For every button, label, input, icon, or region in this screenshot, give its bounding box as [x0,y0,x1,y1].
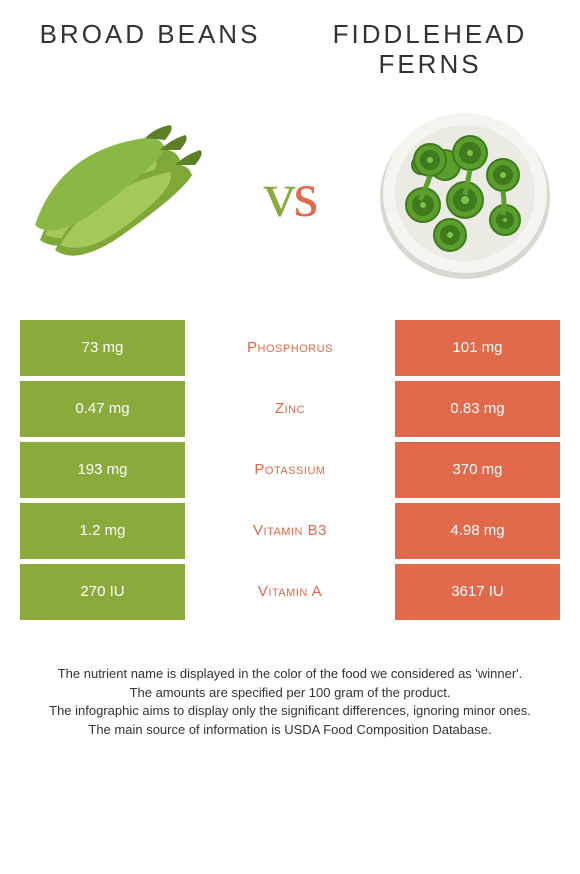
fiddlehead-bowl-icon [375,105,555,285]
table-row: 270 IUVitamin A3617 IU [20,564,560,620]
table-row: 193 mgPotassium370 mg [20,442,560,498]
header-row: Broad beans Fiddlehead ferns [0,20,580,90]
images-row: vs [0,90,580,320]
left-value: 1.2 mg [20,503,185,559]
right-food-title: Fiddlehead ferns [310,20,550,80]
right-value: 4.98 mg [395,503,560,559]
left-value: 270 IU [20,564,185,620]
footer-line: The nutrient name is displayed in the co… [20,665,560,684]
nutrient-label: Vitamin B3 [185,503,395,559]
left-value: 73 mg [20,320,185,376]
right-value: 3617 IU [395,564,560,620]
nutrient-label: Zinc [185,381,395,437]
nutrient-label: Potassium [185,442,395,498]
left-value: 0.47 mg [20,381,185,437]
right-value: 101 mg [395,320,560,376]
right-value: 0.83 mg [395,381,560,437]
table-row: 1.2 mgVitamin B34.98 mg [20,503,560,559]
left-food-image [20,100,210,290]
broad-beans-icon [20,120,210,270]
nutrient-label: Vitamin A [185,564,395,620]
table-row: 73 mgPhosphorus101 mg [20,320,560,376]
vs-label: vs [264,158,317,232]
nutrient-label: Phosphorus [185,320,395,376]
footer-line: The main source of information is USDA F… [20,721,560,740]
footer-notes: The nutrient name is displayed in the co… [0,625,580,740]
left-value: 193 mg [20,442,185,498]
right-value: 370 mg [395,442,560,498]
footer-line: The infographic aims to display only the… [20,702,560,721]
comparison-table: 73 mgPhosphorus101 mg0.47 mgZinc0.83 mg1… [0,320,580,620]
left-food-title: Broad beans [30,20,270,80]
table-row: 0.47 mgZinc0.83 mg [20,381,560,437]
infographic-root: Broad beans Fiddlehead ferns vs [0,0,580,874]
right-food-image [370,100,560,290]
footer-line: The amounts are specified per 100 gram o… [20,684,560,703]
